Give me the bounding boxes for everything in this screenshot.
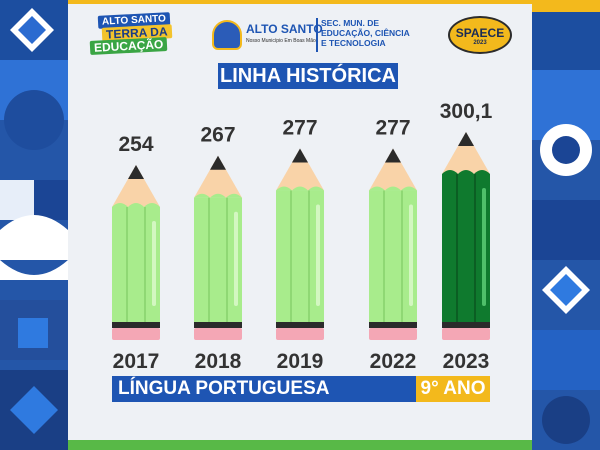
pencil-stripe xyxy=(126,207,128,322)
pencil-shine xyxy=(482,188,486,306)
pencil-stripe xyxy=(226,197,228,322)
value-label: 277 xyxy=(282,117,317,140)
pencil-lead xyxy=(210,155,226,170)
pencil-bar-chart: 254 2017 267 2018 277 2019 277 2022 300,1 2023 xyxy=(112,100,493,373)
city-crest-icon xyxy=(212,20,242,50)
pencil-scallop xyxy=(112,203,160,207)
city-logo: ALTO SANTO Nosso Município Em Boas Mãos xyxy=(212,16,323,56)
pencil-scallop xyxy=(369,186,417,191)
pencil-shine xyxy=(316,204,320,306)
spaece-logo-year: 2023 xyxy=(473,40,487,46)
pencil-scallop xyxy=(276,186,324,191)
pencil-wood xyxy=(276,148,324,191)
pencil-wood xyxy=(194,155,242,198)
city-tagline: Nosso Município Em Boas Mãos xyxy=(246,38,319,44)
year-label: 2018 xyxy=(195,350,242,373)
spaece-logo: SPAECE 2023 xyxy=(448,16,512,54)
pencil-eraser xyxy=(276,328,324,340)
pencil-stripe xyxy=(456,174,458,322)
pencil-lead xyxy=(385,148,401,163)
pencil-stripe xyxy=(290,190,292,322)
top-stripe xyxy=(68,0,532,4)
pencil-eraser xyxy=(112,328,160,340)
pencil-wood xyxy=(369,148,417,191)
secretariat-name: SEC. MUN. DE EDUCAÇÃO, CIÊNCIA E TECNOLO… xyxy=(321,18,431,48)
pencil-scallop xyxy=(442,170,490,174)
value-label: 277 xyxy=(375,117,410,140)
pencil-ferrule xyxy=(369,322,417,328)
pencil-stripe xyxy=(383,190,385,322)
pencil-ferrule xyxy=(194,322,242,328)
spaece-logo-text: SPAECE xyxy=(455,26,505,40)
city-name: ALTO SANTO xyxy=(246,22,323,36)
logo-divider xyxy=(316,18,318,52)
year-label: 2023 xyxy=(443,350,490,373)
value-label: 300,1 xyxy=(440,100,493,123)
pencil-ferrule xyxy=(442,322,490,328)
pencil-stripe xyxy=(401,190,403,322)
pencil-shine xyxy=(234,211,238,306)
pencil-wood xyxy=(112,165,160,207)
value-label: 267 xyxy=(200,124,235,147)
year-label: 2019 xyxy=(277,350,324,373)
pencil-wood xyxy=(442,132,490,174)
pencil-shine xyxy=(152,221,156,306)
subject-label: LÍNGUA PORTUGUESA xyxy=(112,376,416,402)
value-label: 254 xyxy=(118,133,153,156)
chart-title: LINHA HISTÓRICA xyxy=(218,63,398,89)
secretariat-line-3: E TECNOLOGIA xyxy=(321,38,386,48)
pencil-eraser xyxy=(442,328,490,340)
pencil-stripe xyxy=(208,197,210,322)
pencil-eraser xyxy=(194,328,242,340)
pencil-stripe xyxy=(308,190,310,322)
pencil-lead xyxy=(458,132,474,146)
pencil-eraser xyxy=(369,328,417,340)
pencil-stripe xyxy=(474,174,476,322)
pencil-lead xyxy=(292,148,308,163)
secretariat-line-2: EDUCAÇÃO, CIÊNCIA xyxy=(321,28,410,38)
year-label: 2022 xyxy=(370,350,417,373)
pencil-shine xyxy=(409,204,413,306)
pencil-ferrule xyxy=(276,322,324,328)
pencil-scallop xyxy=(194,193,242,198)
year-label: 2017 xyxy=(113,350,160,373)
pencil-ferrule xyxy=(112,322,160,328)
pencil-lead xyxy=(128,165,144,179)
grade-label: 9° ANO xyxy=(416,376,490,402)
pencil-stripe xyxy=(144,207,146,322)
bottom-stripe xyxy=(68,440,532,450)
secretariat-line-1: SEC. MUN. DE xyxy=(321,18,380,28)
